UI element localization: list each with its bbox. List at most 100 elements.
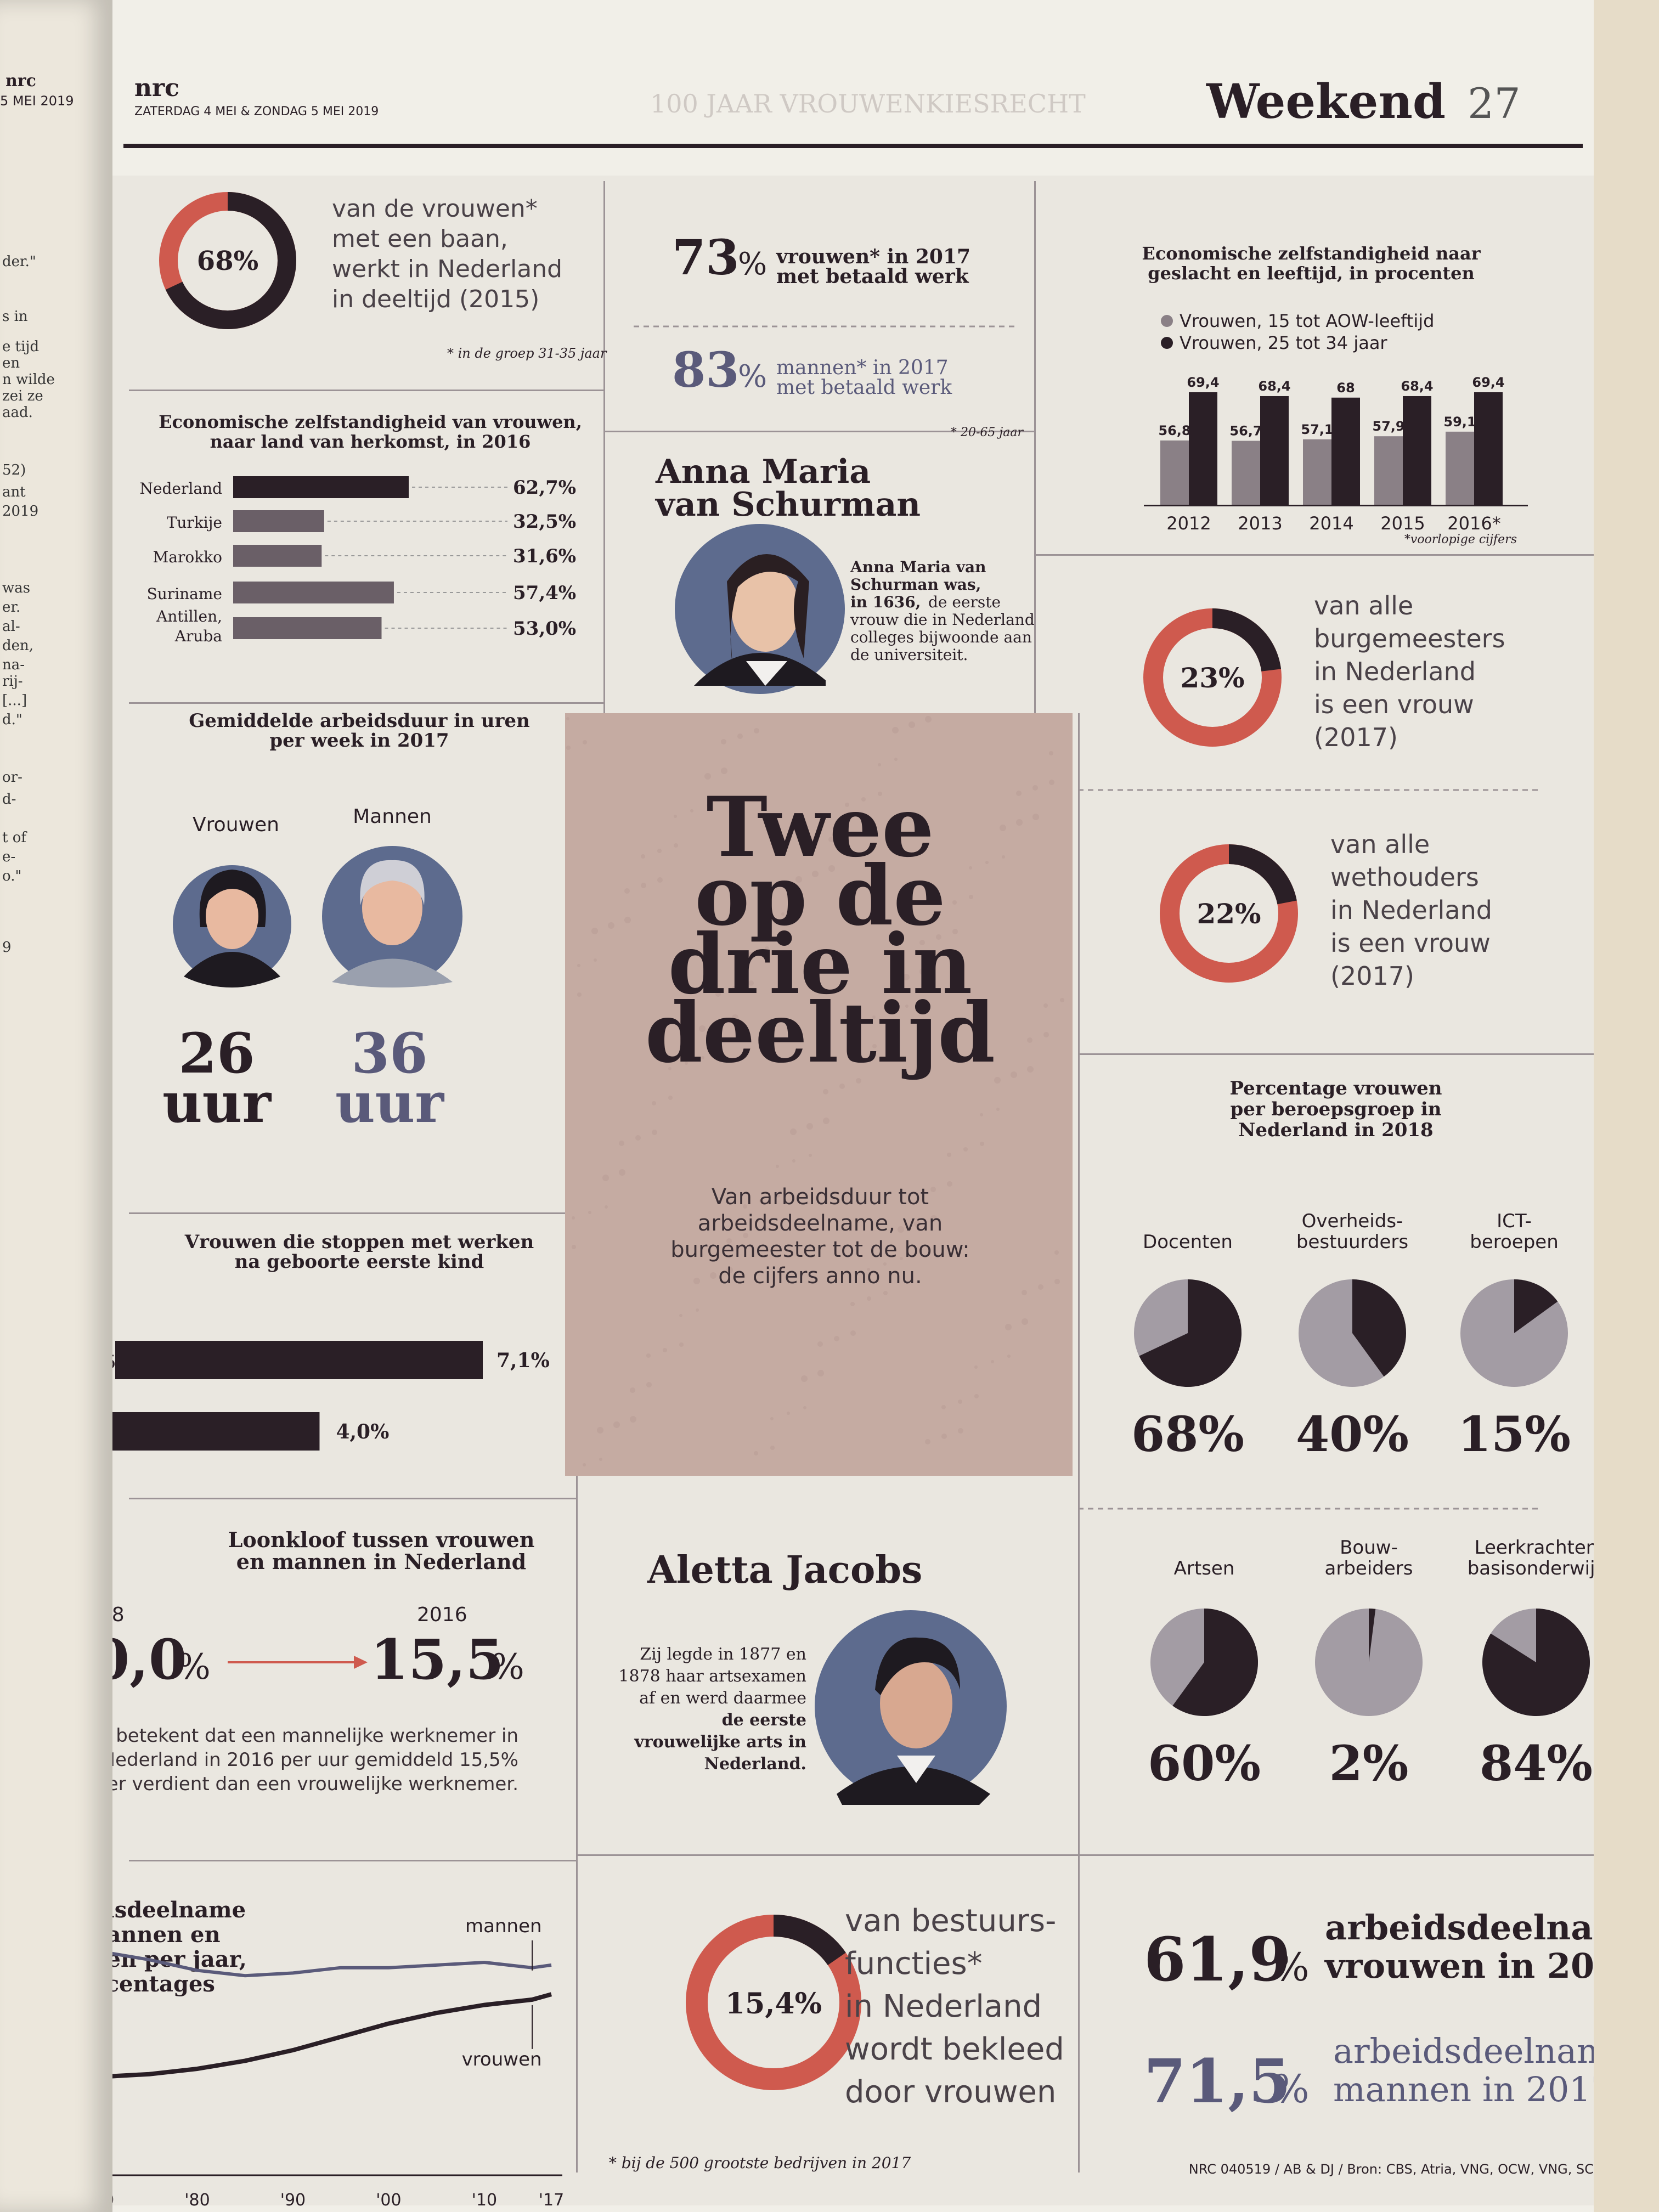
left-text-fragment: e tijd [2, 338, 40, 355]
portrait-shoulders [837, 1767, 990, 1805]
women-work-number: 73 [672, 229, 739, 286]
texture-speck [624, 888, 630, 894]
texture-speck [839, 1084, 845, 1089]
participation-chart-title: van mannen en [112, 1922, 221, 1948]
professions-title: Nederland in 2018 [1238, 1119, 1433, 1141]
texture-speck [941, 1405, 946, 1409]
participation-chart-title: Arbeidsdeelname [112, 1897, 246, 1923]
origin-chart-title: Economische zelfstandigheid van vrouwen, [159, 411, 582, 432]
profession-label: Artsen [1174, 1558, 1235, 1579]
texture-speck [657, 877, 663, 883]
profession-pie [1482, 1609, 1590, 1716]
x-tick: '90 [280, 2191, 306, 2210]
texture-speck [701, 1056, 704, 1059]
section-divider [129, 390, 603, 391]
texture-speck [801, 1375, 808, 1382]
men-participation-text: arbeidsdeelname [1333, 2031, 1594, 2071]
bar-series-a [1160, 440, 1189, 505]
section-divider [129, 702, 603, 704]
bar-series-a [1232, 441, 1260, 505]
left-text-fragment: na- [2, 657, 25, 673]
pay-gap-arrow-head [354, 1656, 368, 1669]
left-page-edge: nrc 5 MEI 2019 der." s in e tijd en n wilde z… [0, 0, 112, 2212]
avatar-face [362, 871, 422, 945]
profession-pie [1134, 1279, 1242, 1387]
texture-speck [823, 1118, 830, 1124]
profession-label: basisonderwijs [1468, 1558, 1594, 1579]
profession-label: Docenten [1143, 1231, 1233, 1253]
texture-speck [668, 1096, 673, 1100]
jacobs-bio: Zij legde in 1877 en [640, 1645, 806, 1664]
donut-value-arc [686, 1915, 861, 2090]
texture-speck [583, 1463, 586, 1466]
legend-swatch-b [1161, 337, 1173, 349]
bar-label-a: 56,7 [1229, 424, 1262, 439]
x-tick: '00 [376, 2191, 401, 2210]
texture-speck [652, 1130, 657, 1135]
texture-speck [969, 895, 973, 899]
origin-value: 53,0% [513, 618, 576, 640]
jacobs-bio: af en werd daarmee [639, 1689, 806, 1708]
schurman-bio: Anna Maria van [850, 558, 986, 576]
parttime-text: in deeltijd (2015) [332, 285, 539, 313]
bar-label-a: 57,1 [1301, 422, 1333, 437]
left-text-fragment: n wilde [2, 371, 55, 388]
texture-speck [1005, 1324, 1012, 1330]
jacobs-bio: vrouwelijke arts in [634, 1733, 806, 1752]
origin-row-label: Suriname [147, 585, 222, 603]
texture-speck [845, 831, 850, 837]
x-tick: '17 [539, 2191, 564, 2210]
texture-speck [710, 1272, 716, 1279]
profession-label: arbeiders [1325, 1558, 1413, 1579]
donut-value-arc [1160, 844, 1298, 983]
texture-speck [619, 1169, 625, 1176]
men-work-number: 83 [672, 341, 739, 398]
texture-speck [781, 912, 785, 916]
boards-text: functies* [845, 1946, 983, 1982]
pay-gap-title: Loonkloof tussen vrouwen [228, 1527, 535, 1552]
texture-speck [641, 854, 645, 859]
pay-gap-year-b: 2016 [417, 1604, 467, 1626]
women-participation-unit: % [1273, 1945, 1310, 1990]
pay-gap-year-a: 2008 [112, 1604, 125, 1626]
stop-working-title: Vrouwen die stoppen met werken [184, 1231, 534, 1253]
women-participation-number: 61,9 [1144, 1924, 1291, 1995]
year-tick: 2013 [1238, 513, 1282, 534]
section-divider [603, 431, 1034, 432]
texture-speck [850, 1330, 856, 1336]
boards-donut [686, 1915, 861, 2090]
page-number: 27 [1468, 79, 1521, 128]
legend-label-a: Vrouwen, 15 tot AOW-leeftijd [1180, 311, 1434, 331]
pay-gap-desc: meer verdient dan een vrouwelijke werkne… [112, 1773, 518, 1795]
pay-gap-value-a: 20,0 [112, 1627, 187, 1692]
texture-speck [726, 1238, 732, 1244]
aldermen-donut [1160, 844, 1298, 983]
bar-series-b [1189, 392, 1217, 505]
newspaper-page: nrc ZATERDAG 4 MEI & ZONDAG 5 MEI 2019 100… [112, 0, 1594, 2212]
texture-speck [754, 1451, 758, 1455]
mayors-text: in Nederland [1314, 657, 1476, 686]
texture-speck [707, 804, 710, 807]
left-text-fragment: der." [2, 253, 36, 270]
stop-working-bar [112, 1412, 320, 1451]
texture-speck [823, 1089, 828, 1094]
texture-speck [732, 1014, 738, 1021]
texture-speck [936, 934, 941, 940]
series-line-vrouwen [112, 1992, 552, 2079]
texture-speck [770, 1417, 774, 1420]
texture-speck [980, 1142, 984, 1146]
headline-intro: burgemeester tot de bouw: [670, 1237, 969, 1262]
profession-label: Overheids- [1302, 1210, 1403, 1232]
left-text-fragment: or- [2, 769, 22, 786]
left-text-fragment: al- [2, 618, 20, 635]
hours-title: per week in 2017 [269, 730, 449, 752]
texture-speck [792, 1159, 795, 1163]
texture-speck [974, 1365, 978, 1369]
texture-speck [566, 717, 569, 720]
pay-gap-desc: Nederland in 2016 per uur gemiddeld 15,5… [112, 1749, 518, 1771]
left-text-fragment: e- [2, 849, 16, 865]
texture-speck [566, 746, 571, 750]
origin-row-label: Nederland [139, 479, 222, 498]
headline-title: op de [695, 848, 945, 944]
texture-speck [812, 871, 819, 877]
